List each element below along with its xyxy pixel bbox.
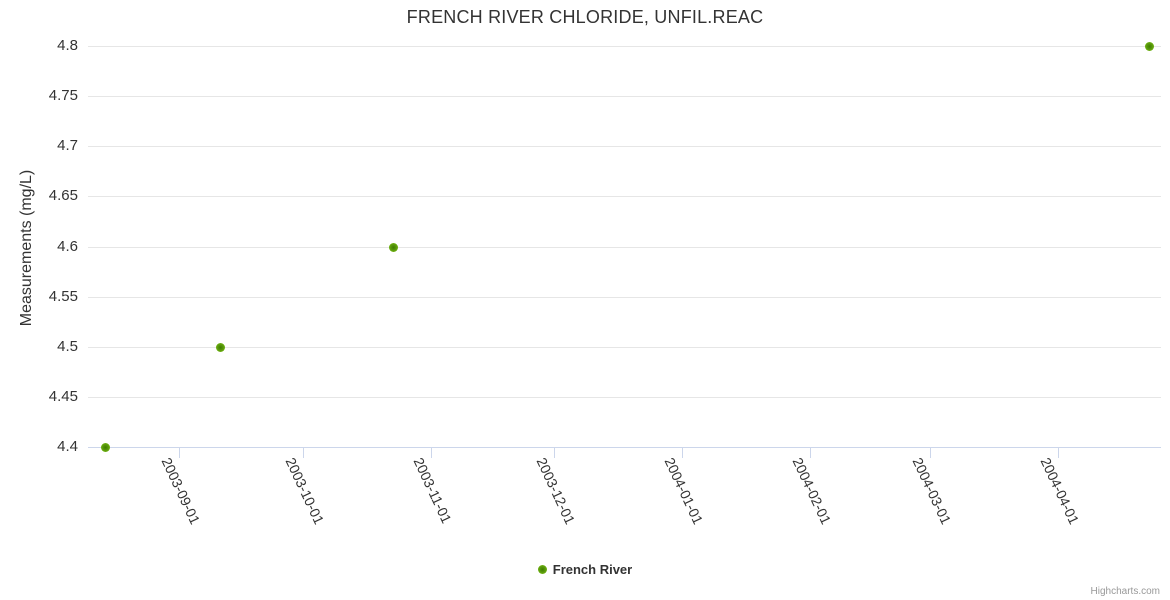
x-axis-tick — [554, 448, 555, 458]
x-axis-tick — [930, 448, 931, 458]
y-gridline — [88, 347, 1161, 348]
y-axis-tick-label: 4.7 — [57, 137, 78, 154]
x-axis-line — [88, 447, 1161, 448]
y-gridline — [88, 146, 1161, 147]
x-axis-tick — [303, 448, 304, 458]
x-axis-tick — [1058, 448, 1059, 458]
data-point[interactable] — [216, 343, 225, 352]
x-axis-tick-label: 2004-02-01 — [789, 455, 835, 527]
y-axis-tick-label: 4.65 — [48, 187, 78, 204]
x-axis-tick-label: 2003-10-01 — [282, 455, 328, 527]
chart-title: FRENCH RIVER CHLORIDE, UNFIL.REAC — [406, 7, 764, 27]
legend-label: French River — [552, 562, 633, 577]
x-axis-tick — [810, 448, 811, 458]
y-gridline — [88, 196, 1161, 197]
y-axis-tick-label: 4.6 — [57, 238, 78, 255]
data-point[interactable] — [1145, 42, 1154, 51]
legend: French River — [0, 562, 1170, 577]
legend-marker-icon — [537, 565, 547, 574]
y-axis-tick-label: 4.5 — [57, 338, 78, 355]
x-axis-tick — [431, 448, 432, 458]
x-axis-tick — [682, 448, 683, 458]
legend-item-french-river[interactable]: French River — [537, 562, 633, 577]
y-gridline — [88, 96, 1161, 97]
x-axis-tick-label: 2003-09-01 — [158, 455, 204, 527]
credits-link[interactable]: Highcharts.com — [1090, 586, 1160, 597]
data-point[interactable] — [389, 243, 398, 252]
data-point[interactable] — [101, 443, 110, 452]
y-gridline — [88, 297, 1161, 298]
y-axis-tick-label: 4.55 — [48, 288, 78, 305]
y-axis-tick-label: 4.75 — [48, 87, 78, 104]
x-axis-tick-label: 2004-01-01 — [661, 455, 707, 527]
x-axis-tick-label: 2003-12-01 — [533, 455, 579, 527]
y-gridline — [88, 397, 1161, 398]
x-axis-tick-label: 2003-11-01 — [410, 455, 455, 526]
y-axis-tick-label: 4.4 — [57, 438, 78, 455]
y-gridline — [88, 46, 1161, 47]
y-gridline — [88, 247, 1161, 248]
y-axis-tick-label: 4.8 — [57, 37, 78, 54]
x-axis-tick-label: 2004-04-01 — [1037, 455, 1083, 527]
x-axis-tick — [179, 448, 180, 458]
x-axis-tick-label: 2004-03-01 — [909, 455, 955, 527]
y-axis-tick-label: 4.45 — [48, 388, 78, 405]
